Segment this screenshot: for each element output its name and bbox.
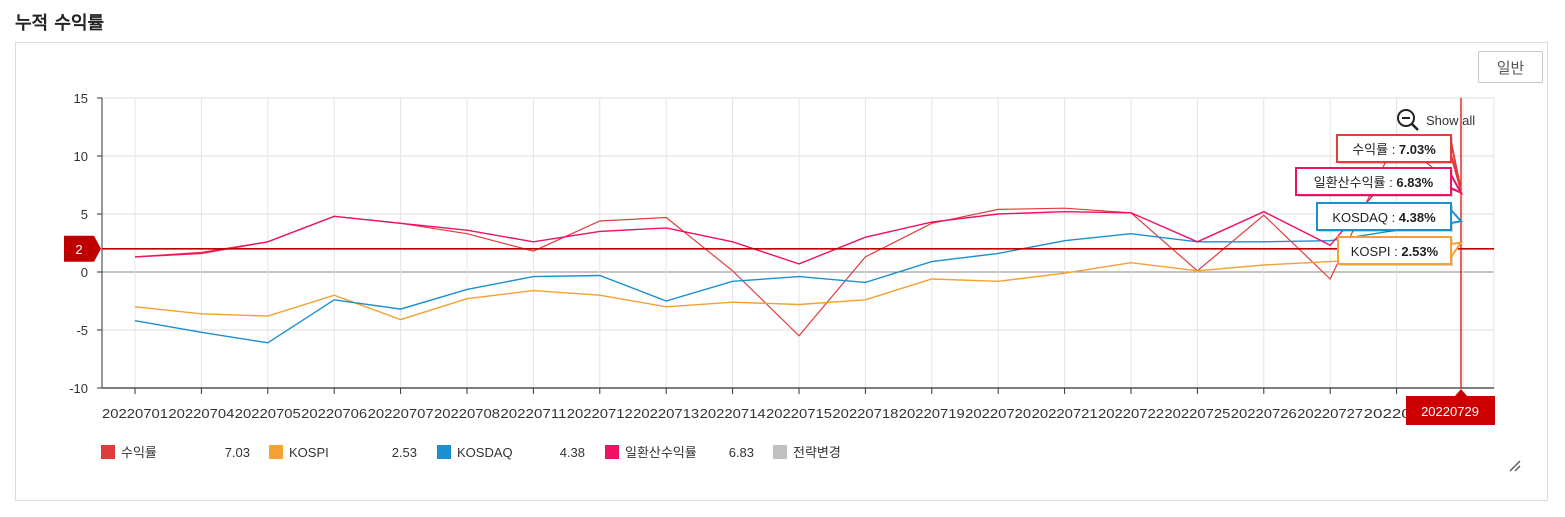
tooltip-1: 일환산수익률 : 6.83%: [1295, 167, 1464, 197]
x-tick-label: 20220721: [1032, 406, 1098, 421]
legend-value: 7.03: [225, 445, 250, 460]
x-tick-label: 20220706: [301, 406, 367, 421]
x-tick-label: 20220722: [1098, 406, 1164, 421]
tooltip-value: 6.83%: [1396, 175, 1433, 190]
legend-name: KOSPI: [289, 445, 329, 460]
page-title: 누적 수익률: [15, 13, 105, 34]
legend-value: 6.83: [729, 445, 754, 460]
y-tick-label: -10: [69, 381, 88, 396]
zoom-out-icon: [1397, 109, 1419, 131]
legend: 수익률 7.03 KOSPI 2.53 KOSDAQ 4.38 일환산수익률 6.83 전략변경: [101, 445, 841, 460]
y-tick-label: 0: [81, 265, 88, 280]
grid: [102, 97, 1495, 389]
x-tick-label: 20220713: [633, 406, 699, 421]
tooltip-2: KOSDAQ : 4.38%: [1316, 202, 1463, 232]
series-line-2: [134, 220, 1462, 344]
x-tick-label: 20220701: [102, 406, 168, 421]
series-lines: [134, 137, 1462, 344]
tooltip-box: [1316, 202, 1452, 231]
show-all-button[interactable]: Show all: [1397, 109, 1475, 131]
x-tick-label: 20220715: [766, 406, 832, 421]
legend-name: 전략변경: [793, 445, 841, 460]
x-tick-label: 20220711: [500, 406, 566, 421]
reference-line-group: 2: [64, 235, 1494, 262]
show-all-label: Show all: [1426, 113, 1475, 128]
tooltip-label: 일환산수익률 :: [1314, 175, 1397, 190]
legend-swatch: [773, 445, 787, 459]
x-tick-label: 20220705: [235, 406, 301, 421]
crosshair-date-label: 20220729: [1421, 404, 1479, 419]
tooltip-label: 수익률 :: [1352, 142, 1399, 157]
crosshair-date-box: [1406, 389, 1495, 425]
legend-swatch: [101, 445, 115, 459]
tooltip-text: KOSPI : 2.53%: [1351, 244, 1439, 259]
x-tick-label: 20220712: [567, 406, 633, 421]
legend-item-1: KOSPI 2.53: [269, 445, 417, 460]
tooltip-value: 4.38%: [1399, 210, 1436, 225]
tooltip-3: KOSPI : 2.53%: [1337, 236, 1464, 266]
tooltip-label: KOSPI :: [1351, 244, 1402, 259]
x-tick-label: 20220707: [368, 406, 434, 421]
legend-item-4: 전략변경: [773, 445, 841, 460]
tooltip-box: [1337, 236, 1452, 265]
legend-value: 2.53: [392, 445, 417, 460]
tooltip-box: [1295, 167, 1452, 196]
legend-name: KOSDAQ: [457, 445, 513, 460]
legend-item-0: 수익률 7.03: [101, 445, 250, 460]
tooltip-box: [1336, 134, 1452, 163]
legend-swatch: [605, 445, 619, 459]
legend-item-2: KOSDAQ 4.38: [437, 445, 585, 460]
legend-value: 4.38: [560, 445, 585, 460]
tooltips: 수익률 : 7.03%일환산수익률 : 6.83%KOSDAQ : 4.38%K…: [1295, 134, 1464, 266]
tooltip-pointer: [1450, 241, 1464, 261]
series-line-3: [134, 166, 1462, 265]
x-tick-label: 20220720: [965, 406, 1031, 421]
y-tick-label: 5: [81, 207, 88, 222]
x-tick-label: 20220714: [700, 406, 766, 421]
x-tick-label: 20220719: [899, 406, 965, 421]
legend-item-3: 일환산수익률 6.83: [605, 445, 754, 460]
legend-swatch: [437, 445, 451, 459]
tooltip-0: 수익률 : 7.03%: [1336, 134, 1462, 191]
x-tick-label: 20220725: [1164, 406, 1230, 421]
y-tick-label: 10: [74, 149, 88, 164]
x-tick-label: 20220718: [832, 406, 898, 421]
tooltip-value: 2.53%: [1401, 244, 1438, 259]
legend-name: 수익률: [121, 445, 157, 460]
legend-swatch: [269, 445, 283, 459]
resize-handle-icon[interactable]: [1509, 460, 1521, 472]
y-tick-label: 15: [74, 91, 88, 106]
y-tick-label: -5: [76, 323, 88, 338]
tooltip-label: KOSDAQ :: [1332, 210, 1398, 225]
legend-name: 일환산수익률: [625, 445, 697, 460]
reference-line-marker: [64, 235, 101, 262]
crosshair-group: 20220729: [1406, 98, 1495, 425]
tooltip-text: 수익률 : 7.03%: [1352, 142, 1436, 157]
mode-button[interactable]: 일반: [1478, 51, 1543, 83]
reference-line-label: 2: [75, 242, 82, 257]
tooltip-value: 7.03%: [1399, 142, 1436, 157]
x-tick-label: 20220727: [1297, 406, 1363, 421]
x-tick-label: 20220704: [168, 406, 234, 421]
tooltip-text: KOSDAQ : 4.38%: [1332, 210, 1436, 225]
x-tick-label: 20220708: [434, 406, 500, 421]
tooltip-pointer: [1450, 207, 1463, 225]
x-tick-label: 20220726: [1231, 406, 1297, 421]
chart-panel: [15, 42, 1548, 501]
tooltip-text: 일환산수익률 : 6.83%: [1314, 175, 1434, 190]
